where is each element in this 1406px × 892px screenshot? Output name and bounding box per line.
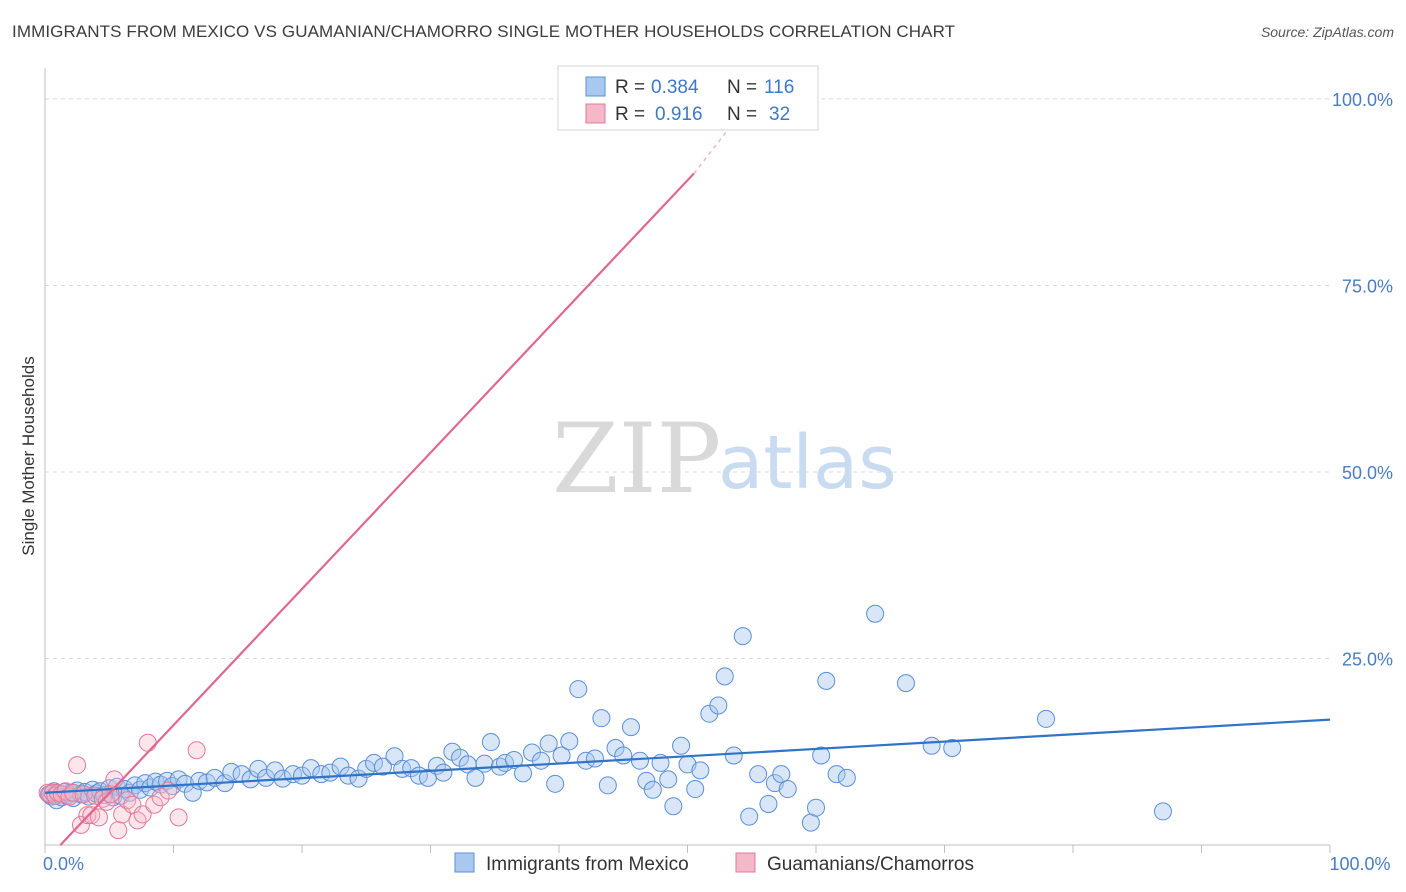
data-point-immigrants-from-mexico (691, 761, 710, 780)
data-point-immigrants-from-mexico (715, 667, 734, 686)
data-point-immigrants-from-mexico (475, 754, 494, 773)
series-immigrants-from-mexico-points (39, 604, 1172, 832)
y-tick-label: 50.0% (1342, 463, 1393, 483)
axes (44, 68, 1331, 853)
legend-swatch-blue (454, 852, 475, 873)
data-point-immigrants-from-mexico (532, 751, 551, 770)
data-point-guamanians-chamorros (89, 808, 108, 827)
legend-item-immigrants-from-mexico[interactable]: Immigrants from Mexico (454, 852, 689, 875)
data-point-immigrants-from-mexico (733, 627, 752, 646)
data-point-immigrants-from-mexico (592, 709, 611, 728)
data-point-immigrants-from-mexico (514, 764, 533, 783)
chart-title: IMMIGRANTS FROM MEXICO VS GUAMANIAN/CHAM… (12, 22, 956, 41)
data-point-immigrants-from-mexico (759, 794, 778, 813)
data-point-immigrants-from-mexico (560, 732, 579, 751)
stats-n-value: 32 (769, 104, 790, 125)
y-tick-label: 100.0% (1332, 90, 1393, 110)
source-label: Source: ZipAtlas.com (1260, 24, 1394, 40)
data-point-immigrants-from-mexico (837, 768, 856, 787)
x-tick-label: 100.0% (1329, 854, 1390, 874)
data-point-immigrants-from-mexico (749, 765, 768, 784)
data-point-immigrants-from-mexico (778, 780, 797, 799)
y-tick-labels: 25.0% 50.0% 75.0% 100.0% (1332, 90, 1393, 670)
data-point-immigrants-from-mexico (630, 751, 649, 770)
data-point-immigrants-from-mexico (481, 733, 500, 752)
data-point-immigrants-from-mexico (724, 746, 743, 765)
stats-r-value: 0.384 (651, 77, 699, 98)
data-point-immigrants-from-mexico (659, 770, 678, 789)
data-point-immigrants-from-mexico (866, 604, 885, 623)
trendline-immigrants-from-mexico (44, 718, 1331, 794)
data-point-immigrants-from-mexico (637, 771, 656, 790)
data-point-immigrants-from-mexico (686, 780, 705, 799)
data-point-immigrants-from-mexico (672, 736, 691, 755)
data-point-immigrants-from-mexico (451, 748, 470, 767)
data-point-immigrants-from-mexico (241, 770, 260, 789)
data-point-guamanians-chamorros (151, 788, 170, 807)
data-point-immigrants-from-mexico (643, 780, 662, 799)
data-point-immigrants-from-mexico (772, 765, 791, 784)
legend-label: Immigrants from Mexico (486, 854, 689, 875)
legend-item-guamanians-chamorros[interactable]: Guamanians/Chamorros (735, 852, 974, 875)
data-point-guamanians-chamorros (187, 741, 206, 760)
data-point-immigrants-from-mexico (621, 718, 640, 737)
y-axis-title: Single Mother Households (19, 356, 38, 555)
data-point-guamanians-chamorros (68, 756, 87, 775)
stats-r-label: R = (615, 77, 645, 98)
data-point-immigrants-from-mexico (1153, 802, 1172, 821)
data-point-immigrants-from-mexico (740, 807, 759, 826)
data-point-immigrants-from-mexico (505, 750, 524, 769)
data-point-immigrants-from-mexico (434, 763, 453, 782)
data-point-immigrants-from-mexico (606, 739, 625, 758)
x-tick-labels: 0.0% 100.0% (43, 854, 1391, 874)
data-point-immigrants-from-mexico (569, 680, 588, 699)
y-tick-label: 75.0% (1342, 276, 1393, 296)
stats-box: R = 0.384 N = 116 R = 0.916 N = 32 (557, 65, 819, 131)
data-point-immigrants-from-mexico (546, 774, 565, 793)
stats-n-value: 116 (764, 77, 794, 98)
data-point-immigrants-from-mexico (598, 776, 617, 795)
data-point-immigrants-from-mexico (293, 766, 311, 785)
data-point-immigrants-from-mexico (364, 753, 383, 772)
gridlines (45, 98, 1330, 659)
watermark-zip: ZIP (552, 403, 721, 515)
y-tick-label: 25.0% (1342, 649, 1393, 669)
stats-swatch-pink (585, 103, 606, 124)
data-point-immigrants-from-mexico (709, 696, 728, 715)
data-point-guamanians-chamorros (128, 811, 147, 830)
data-point-guamanians-chamorros (105, 770, 124, 789)
data-point-immigrants-from-mexico (807, 798, 825, 817)
stats-r-label: R = (615, 104, 645, 125)
legend-label: Guamanians/Chamorros (767, 854, 974, 875)
watermark-atlas: atlas (718, 420, 897, 506)
legend-swatch-pink (735, 852, 756, 873)
stats-n-label: N = (727, 77, 757, 98)
data-point-immigrants-from-mexico (373, 757, 392, 776)
trendline-guamanians-chamorros (59, 172, 695, 846)
data-point-immigrants-from-mexico (585, 749, 604, 768)
data-point-immigrants-from-mexico (943, 739, 962, 758)
stats-n-label: N = (727, 104, 757, 125)
data-point-immigrants-from-mexico (1037, 709, 1056, 728)
data-point-immigrants-from-mexico (801, 813, 820, 832)
data-point-immigrants-from-mexico (896, 674, 915, 693)
data-point-immigrants-from-mexico (817, 671, 836, 690)
data-point-guamanians-chamorros (109, 821, 128, 840)
stats-swatch-blue (585, 76, 606, 97)
stats-r-value: 0.916 (655, 104, 703, 125)
data-point-guamanians-chamorros (138, 733, 157, 752)
data-point-immigrants-from-mexico (664, 797, 683, 816)
data-point-guamanians-chamorros (145, 795, 164, 814)
data-point-guamanians-chamorros (169, 808, 188, 827)
data-point-immigrants-from-mexico (812, 746, 831, 765)
x-tick-label: 0.0% (43, 854, 84, 874)
data-point-immigrants-from-mexico (827, 765, 846, 784)
trendlines (44, 98, 1331, 846)
data-point-guamanians-chamorros (133, 805, 152, 824)
legend: Immigrants from Mexico Guamanians/Chamor… (454, 852, 974, 875)
data-point-immigrants-from-mexico (614, 746, 633, 765)
data-point-immigrants-from-mexico (922, 736, 941, 755)
data-point-immigrants-from-mexico (539, 734, 558, 753)
